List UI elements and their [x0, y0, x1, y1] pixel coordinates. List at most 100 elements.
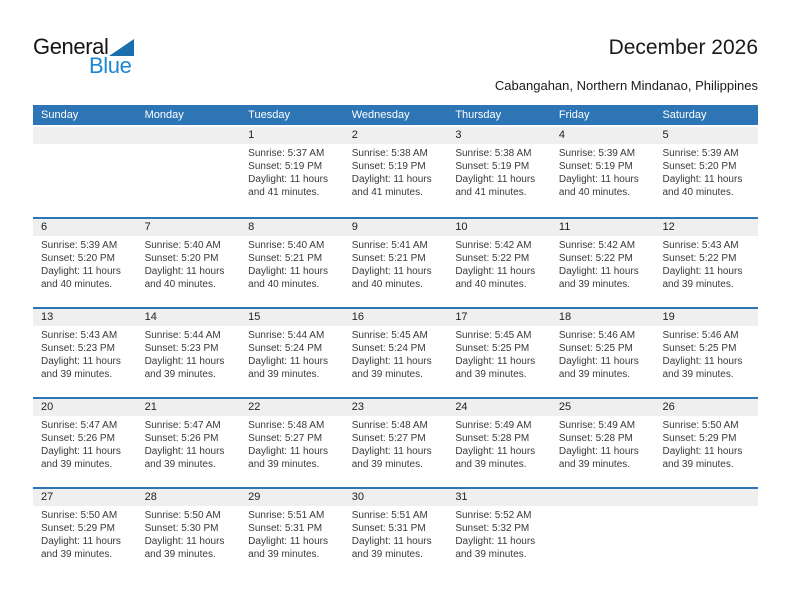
day-number: 11	[558, 221, 571, 233]
sunrise-text: Sunrise: 5:50 AM	[41, 510, 118, 521]
sunrise-text: Sunrise: 5:48 AM	[248, 420, 325, 431]
daylight-text: Daylight: 11 hours and 39 minutes.	[662, 266, 743, 290]
day-number: 16	[351, 311, 364, 323]
sunrise-text: Sunrise: 5:45 AM	[455, 330, 532, 341]
day-cell: Sunrise: 5:45 AM Sunset: 5:24 PM Dayligh…	[344, 326, 448, 397]
day-number: 6	[41, 221, 48, 233]
weekday-header-wednesday: Wednesday	[351, 109, 410, 121]
day-number: 24	[455, 401, 468, 413]
day-number: 23	[351, 401, 364, 413]
day-number: 28	[144, 491, 157, 503]
daylight-text: Daylight: 11 hours and 40 minutes.	[351, 266, 432, 290]
weekday-header-row: Sunday Monday Tuesday Wednesday Thursday…	[33, 105, 758, 125]
day-number: 27	[41, 491, 54, 503]
daylight-text: Daylight: 11 hours and 39 minutes.	[455, 356, 536, 380]
daylight-text: Daylight: 11 hours and 39 minutes.	[351, 446, 432, 470]
day-cell: Sunrise: 5:39 AM Sunset: 5:19 PM Dayligh…	[551, 144, 655, 217]
daylight-text: Daylight: 11 hours and 39 minutes.	[144, 536, 225, 560]
day-details-row: Sunrise: 5:47 AM Sunset: 5:26 PM Dayligh…	[33, 416, 758, 487]
sunrise-text: Sunrise: 5:46 AM	[558, 330, 636, 341]
sunset-text: Sunset: 5:20 PM	[144, 253, 219, 264]
daylight-text: Daylight: 11 hours and 39 minutes.	[248, 536, 329, 560]
sunrise-text: Sunrise: 5:50 AM	[662, 420, 739, 431]
day-number: 30	[351, 491, 364, 503]
day-cell: Sunrise: 5:44 AM Sunset: 5:23 PM Dayligh…	[137, 326, 241, 397]
day-number: 19	[662, 311, 675, 323]
weekday-header-thursday: Thursday	[455, 109, 502, 121]
day-number: 1	[248, 129, 255, 141]
day-cell: Sunrise: 5:44 AM Sunset: 5:24 PM Dayligh…	[240, 326, 344, 397]
daylight-text: Daylight: 11 hours and 39 minutes.	[41, 446, 121, 470]
sunset-text: Sunset: 5:31 PM	[248, 523, 323, 534]
logo-text-blue: Blue	[89, 53, 132, 78]
week-row-2: 6 7 8 9 10 11 12 Sunrise: 5:39 AM Sunset…	[33, 217, 758, 307]
day-number	[137, 127, 241, 144]
sunset-text: Sunset: 5:27 PM	[351, 433, 426, 444]
sunrise-text: Sunrise: 5:43 AM	[41, 330, 118, 341]
logo-wordmark-general: General	[33, 36, 135, 58]
day-cell: Sunrise: 5:49 AM Sunset: 5:28 PM Dayligh…	[447, 416, 551, 487]
sunrise-text: Sunrise: 5:39 AM	[41, 240, 118, 251]
daylight-text: Daylight: 11 hours and 39 minutes.	[558, 356, 639, 380]
day-cell: Sunrise: 5:39 AM Sunset: 5:20 PM Dayligh…	[654, 144, 758, 217]
sunset-text: Sunset: 5:19 PM	[248, 161, 323, 172]
day-number: 18	[558, 311, 572, 323]
day-number-band: 20 21 22 23 24 25 26	[33, 399, 758, 416]
day-cell: Sunrise: 5:51 AM Sunset: 5:31 PM Dayligh…	[344, 506, 448, 577]
daylight-text: Daylight: 11 hours and 39 minutes.	[248, 356, 329, 380]
day-cell: Sunrise: 5:40 AM Sunset: 5:20 PM Dayligh…	[137, 236, 241, 307]
day-number: 26	[662, 401, 675, 413]
sunset-text: Sunset: 5:28 PM	[455, 433, 530, 444]
day-details-row: Sunrise: 5:37 AM Sunset: 5:19 PM Dayligh…	[33, 144, 758, 217]
sunrise-text: Sunrise: 5:49 AM	[558, 420, 636, 431]
sunrise-text: Sunrise: 5:44 AM	[144, 330, 221, 341]
sunrise-text: Sunrise: 5:39 AM	[558, 148, 636, 159]
sunset-text: Sunset: 5:30 PM	[144, 523, 219, 534]
sunrise-text: Sunrise: 5:42 AM	[558, 240, 636, 251]
sunrise-text: Sunrise: 5:51 AM	[351, 510, 428, 521]
day-details-row: Sunrise: 5:43 AM Sunset: 5:23 PM Dayligh…	[33, 326, 758, 397]
day-number: 17	[455, 311, 468, 323]
day-cell	[551, 506, 655, 577]
sunrise-text: Sunrise: 5:51 AM	[248, 510, 325, 521]
day-cell: Sunrise: 5:49 AM Sunset: 5:28 PM Dayligh…	[551, 416, 655, 487]
sunset-text: Sunset: 5:19 PM	[351, 161, 426, 172]
sunrise-text: Sunrise: 5:43 AM	[662, 240, 739, 251]
day-details-row: Sunrise: 5:50 AM Sunset: 5:29 PM Dayligh…	[33, 506, 758, 577]
calendar-table: Sunday Monday Tuesday Wednesday Thursday…	[33, 105, 758, 577]
sunset-text: Sunset: 5:22 PM	[662, 253, 737, 264]
weekday-header-tuesday: Tuesday	[248, 109, 290, 121]
day-cell: Sunrise: 5:50 AM Sunset: 5:29 PM Dayligh…	[33, 506, 137, 577]
daylight-text: Daylight: 11 hours and 39 minutes.	[144, 446, 225, 470]
daylight-text: Daylight: 11 hours and 40 minutes.	[558, 174, 639, 198]
day-number-band: 1 2 3 4 5	[33, 127, 758, 144]
day-cell	[137, 144, 241, 217]
day-number: 10	[455, 221, 468, 233]
weekday-header-monday: Monday	[144, 109, 184, 121]
daylight-text: Daylight: 11 hours and 39 minutes.	[455, 536, 536, 560]
day-cell: Sunrise: 5:43 AM Sunset: 5:23 PM Dayligh…	[33, 326, 137, 397]
day-cell: Sunrise: 5:45 AM Sunset: 5:25 PM Dayligh…	[447, 326, 551, 397]
sunrise-text: Sunrise: 5:44 AM	[248, 330, 325, 341]
day-cell: Sunrise: 5:37 AM Sunset: 5:19 PM Dayligh…	[240, 144, 344, 217]
sunrise-text: Sunrise: 5:45 AM	[351, 330, 428, 341]
sunset-text: Sunset: 5:25 PM	[455, 343, 530, 354]
daylight-text: Daylight: 11 hours and 39 minutes.	[41, 536, 121, 560]
daylight-text: Daylight: 11 hours and 39 minutes.	[558, 446, 639, 470]
week-row-5: 27 28 29 30 31 Sunrise: 5:50 AM Sunset: …	[33, 487, 758, 577]
sunrise-text: Sunrise: 5:37 AM	[248, 148, 325, 159]
daylight-text: Daylight: 11 hours and 39 minutes.	[248, 446, 329, 470]
daylight-text: Daylight: 11 hours and 40 minutes.	[662, 174, 743, 198]
day-cell	[654, 506, 758, 577]
sunrise-text: Sunrise: 5:49 AM	[455, 420, 532, 431]
day-number: 14	[144, 311, 157, 323]
day-cell: Sunrise: 5:50 AM Sunset: 5:29 PM Dayligh…	[654, 416, 758, 487]
day-number: 7	[144, 221, 151, 233]
sunrise-text: Sunrise: 5:42 AM	[455, 240, 532, 251]
day-number	[33, 127, 137, 144]
daylight-text: Daylight: 11 hours and 39 minutes.	[351, 356, 432, 380]
sunrise-text: Sunrise: 5:38 AM	[351, 148, 428, 159]
sunset-text: Sunset: 5:20 PM	[41, 253, 115, 264]
daylight-text: Daylight: 11 hours and 40 minutes.	[248, 266, 329, 290]
daylight-text: Daylight: 11 hours and 39 minutes.	[144, 356, 225, 380]
